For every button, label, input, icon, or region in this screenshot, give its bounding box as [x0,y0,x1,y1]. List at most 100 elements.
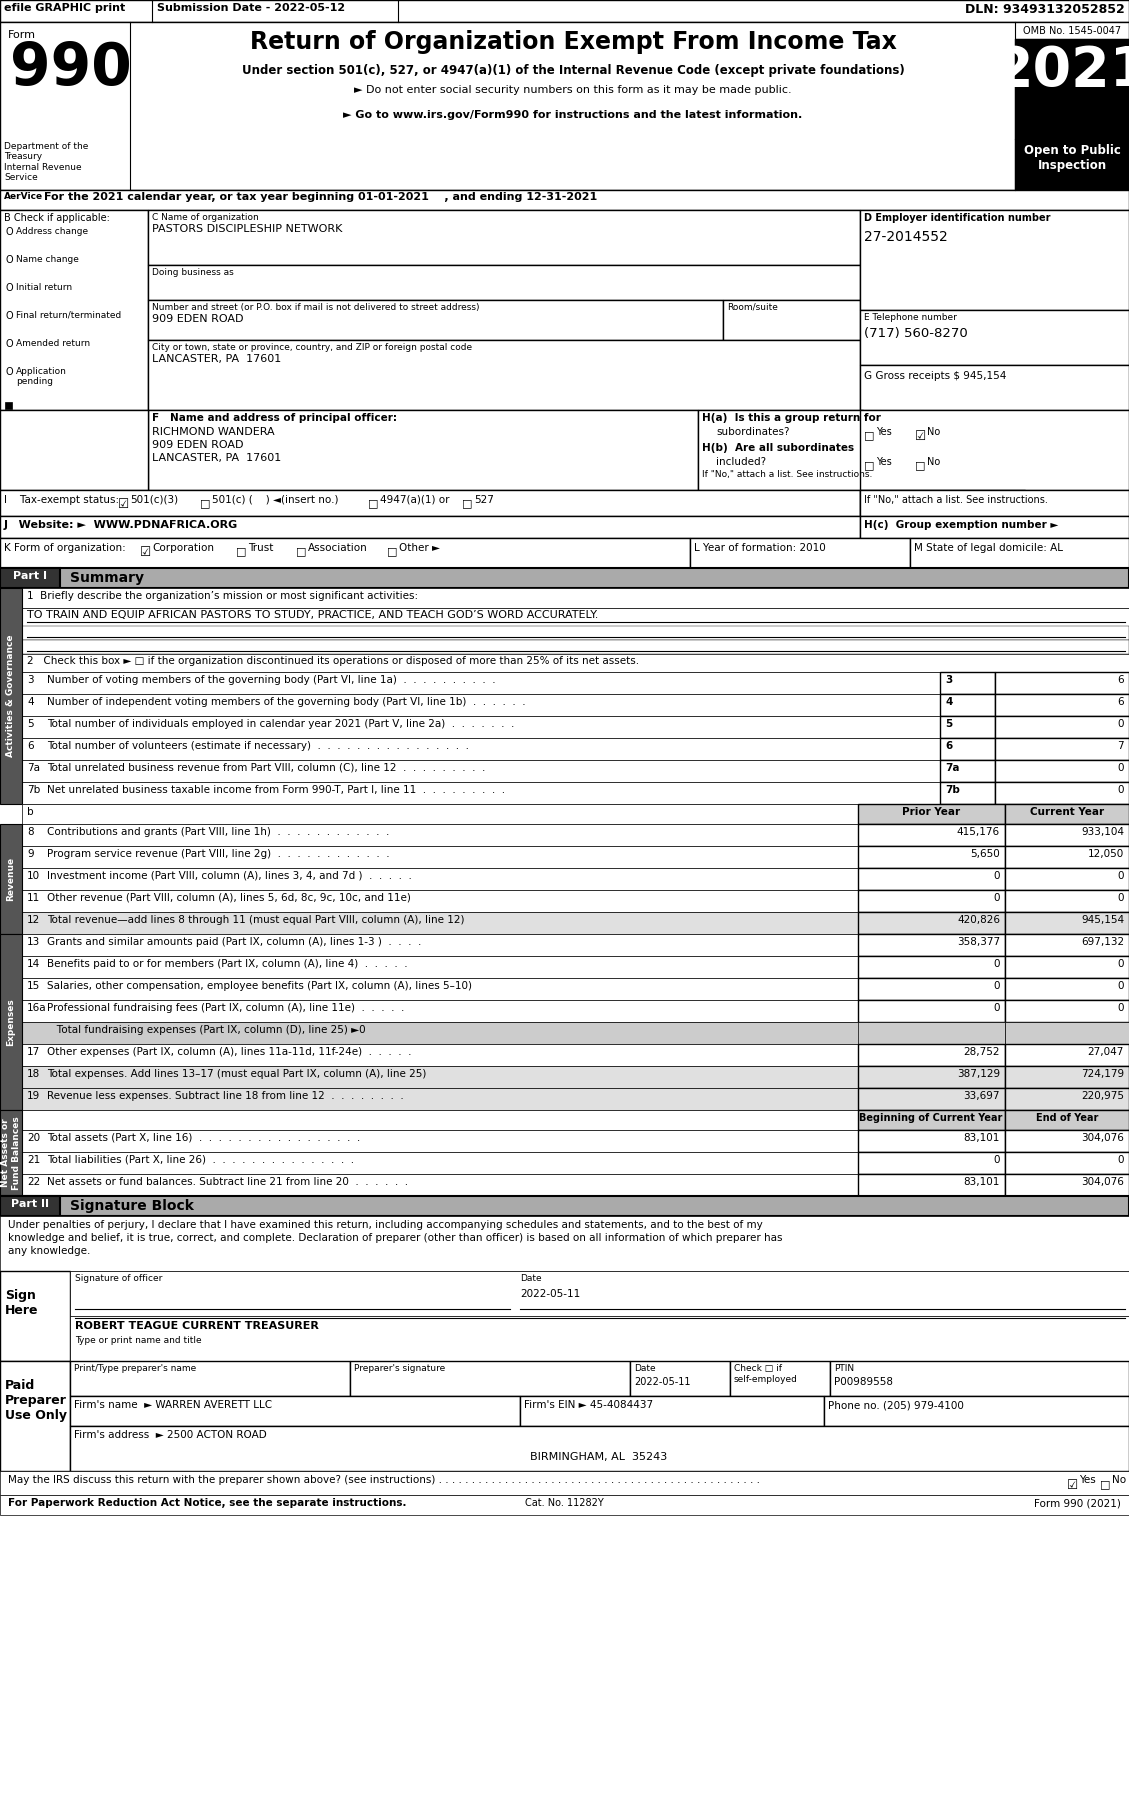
Text: Investment income (Part VIII, column (A), lines 3, 4, and 7d )  .  .  .  .  .: Investment income (Part VIII, column (A)… [47,871,412,882]
Bar [0,410,148,490]
Text: Application
pending: Application pending [16,366,67,386]
Text: 0: 0 [1118,892,1124,903]
Text: 16a: 16a [27,1003,46,1012]
Bar [995,717,1129,738]
Text: C Name of organization: C Name of organization [152,212,259,221]
Text: No: No [927,426,940,437]
Text: Yes: Yes [876,457,892,466]
Text: 27,047: 27,047 [1087,1047,1124,1058]
Bar [21,934,1129,956]
Bar [730,1360,830,1397]
Text: (717) 560-8270: (717) 560-8270 [864,327,968,339]
Bar [1005,1110,1129,1130]
Bar [1015,38,1129,140]
Text: 4: 4 [27,697,34,707]
Text: 8: 8 [27,827,34,836]
Text: AerVice: AerVice [5,192,43,201]
Text: PTIN: PTIN [834,1364,855,1373]
Text: ► Do not enter social security numbers on this form as it may be made public.: ► Do not enter social security numbers o… [355,85,791,94]
Bar [21,640,1129,655]
Bar [940,782,995,804]
Text: self-employed: self-employed [734,1375,798,1384]
Bar [858,824,1005,845]
Text: Net Assets or
Fund Balances: Net Assets or Fund Balances [1,1116,20,1190]
Bar [21,626,1129,640]
Text: 21: 21 [27,1156,41,1165]
Text: Number and street (or P.O. box if mail is not delivered to street address): Number and street (or P.O. box if mail i… [152,303,480,312]
Text: O: O [5,310,12,321]
Text: Doing business as: Doing business as [152,268,234,278]
Text: Under section 501(c), 527, or 4947(a)(1) of the Internal Revenue Code (except pr: Under section 501(c), 527, or 4947(a)(1)… [242,63,904,76]
Text: Firm's address  ► 2500 ACTON ROAD: Firm's address ► 2500 ACTON ROAD [75,1429,266,1440]
Bar [0,1195,60,1215]
Text: 527: 527 [474,495,493,504]
Text: Professional fundraising fees (Part IX, column (A), line 11e)  .  .  .  .  .: Professional fundraising fees (Part IX, … [47,1003,404,1012]
Text: 0: 0 [1118,718,1124,729]
Text: 12: 12 [27,914,41,925]
Text: 501(c) (    ) ◄(insert no.): 501(c) ( ) ◄(insert no.) [212,495,339,504]
Text: 6: 6 [27,740,34,751]
Bar [723,299,860,339]
Text: 6: 6 [945,740,952,751]
Text: 14: 14 [27,960,41,969]
Bar [940,717,995,738]
Text: No: No [927,457,940,466]
Bar [1005,824,1129,845]
Text: 1  Briefly describe the organization’s mission or most significant activities:: 1 Briefly describe the organization’s mi… [27,591,418,600]
Bar [148,410,698,490]
Text: Grants and similar amounts paid (Part IX, column (A), lines 1-3 )  .  .  .  .: Grants and similar amounts paid (Part IX… [47,938,421,947]
Text: Department of the
Treasury
Internal Revenue
Service: Department of the Treasury Internal Reve… [5,141,88,181]
Text: G Gross receipts $ 945,154: G Gross receipts $ 945,154 [864,372,1006,381]
Bar [860,490,1129,515]
Text: H(b)  Are all subordinates: H(b) Are all subordinates [702,443,855,454]
Text: □: □ [462,499,473,508]
Text: 5,650: 5,650 [970,849,1000,860]
Text: Activities & Governance: Activities & Governance [7,635,16,756]
Text: Prior Year: Prior Year [902,807,960,816]
Bar [1005,1000,1129,1021]
Text: Number of voting members of the governing body (Part VI, line 1a)  .  .  .  .  .: Number of voting members of the governin… [47,675,496,686]
Bar [5,403,12,408]
Bar [860,490,1025,515]
Text: Revenue less expenses. Subtract line 18 from line 12  .  .  .  .  .  .  .  .: Revenue less expenses. Subtract line 18 … [47,1090,404,1101]
Bar [1005,1130,1129,1152]
Text: BIRMINGHAM, AL  35243: BIRMINGHAM, AL 35243 [531,1451,667,1462]
Text: 22: 22 [27,1177,41,1186]
Bar [858,1067,1005,1088]
Text: 19: 19 [27,1090,41,1101]
Text: Net assets or fund balances. Subtract line 21 from line 20  .  .  .  .  .  .: Net assets or fund balances. Subtract li… [47,1177,408,1186]
Bar [858,1088,1005,1110]
Text: 5: 5 [27,718,34,729]
Bar [858,978,1005,1000]
Text: □: □ [236,546,246,557]
Text: D Employer identification number: D Employer identification number [864,212,1050,223]
Text: For Paperwork Reduction Act Notice, see the separate instructions.: For Paperwork Reduction Act Notice, see … [8,1498,406,1507]
Text: 909 EDEN ROAD: 909 EDEN ROAD [152,441,244,450]
Text: Room/suite: Room/suite [727,303,778,312]
Text: I    Tax-exempt status:: I Tax-exempt status: [5,495,120,504]
Text: 304,076: 304,076 [1082,1177,1124,1186]
Bar [940,695,995,717]
Text: LANCASTER, PA  17601: LANCASTER, PA 17601 [152,354,281,365]
Bar [995,695,1129,717]
Bar [940,760,995,782]
Bar [70,1426,1129,1471]
Bar [0,0,1129,22]
Bar [1015,140,1129,190]
Text: 4947(a)(1) or: 4947(a)(1) or [380,495,449,504]
Bar [698,410,863,490]
Bar [21,891,1129,912]
Text: Number of independent voting members of the governing body (Part VI, line 1b)  .: Number of independent voting members of … [47,697,526,707]
Text: Firm's name  ► WARREN AVERETT LLC: Firm's name ► WARREN AVERETT LLC [75,1400,272,1409]
Text: Signature of officer: Signature of officer [75,1273,163,1282]
Text: Other revenue (Part VIII, column (A), lines 5, 6d, 8c, 9c, 10c, and 11e): Other revenue (Part VIII, column (A), li… [47,892,411,903]
Bar [21,1110,1129,1130]
Bar [860,310,1129,365]
Text: 27-2014552: 27-2014552 [864,230,947,245]
Text: 0: 0 [994,1156,1000,1165]
Text: 724,179: 724,179 [1080,1068,1124,1079]
Text: 0: 0 [994,960,1000,969]
Text: For the 2021 calendar year, or tax year beginning 01-01-2021    , and ending 12-: For the 2021 calendar year, or tax year … [44,192,597,201]
Text: 0: 0 [1118,960,1124,969]
Bar [0,568,60,588]
